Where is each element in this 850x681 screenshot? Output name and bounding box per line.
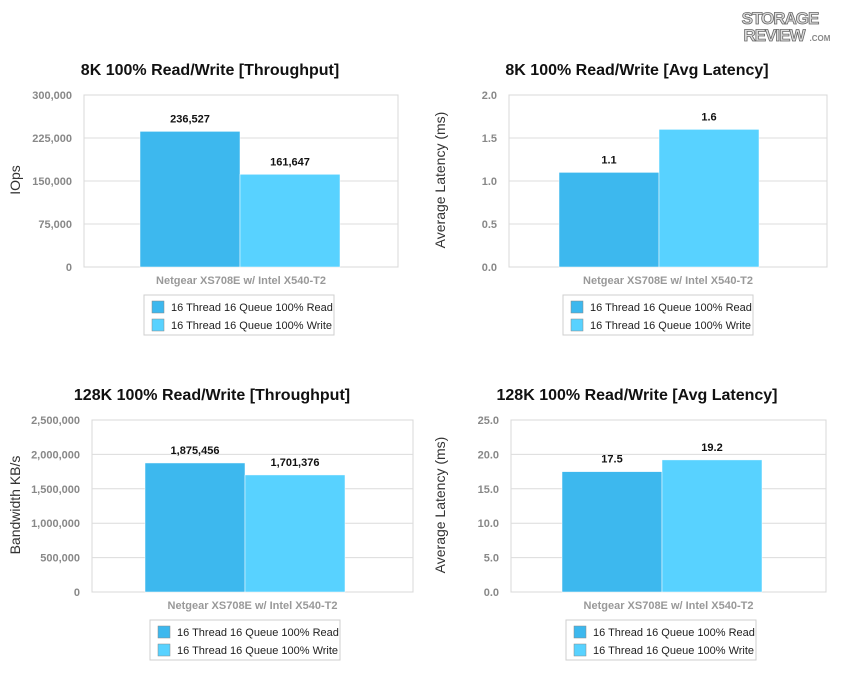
legend-swatch <box>570 318 584 332</box>
y-tick-label: 225,000 <box>32 133 72 145</box>
legend-swatch <box>151 318 165 332</box>
y-axis-label: Bandwidth KB/s <box>7 456 23 555</box>
y-tick-label: 5.0 <box>484 553 499 565</box>
legend-swatch <box>151 300 165 314</box>
y-tick-label: 20.0 <box>478 449 499 461</box>
y-tick-label: 150,000 <box>32 176 72 188</box>
chart-128k-throughput: 128K 100% Read/Write [Throughput] Bandwi… <box>7 387 414 661</box>
data-label: 161,647 <box>270 156 310 168</box>
legend-entry: 16 Thread 16 Queue 100% Write <box>171 320 332 332</box>
y-axis-label: Average Latency (ms) <box>432 437 448 574</box>
legend-swatch <box>570 300 584 314</box>
y-tick-label: 10.0 <box>478 518 499 530</box>
x-category-label: Netgear XS708E w/ Intel X540-T2 <box>583 275 753 287</box>
y-tick-label: 0.5 <box>482 219 497 231</box>
y-tick-label: 2,500,000 <box>31 415 80 427</box>
chart-8k-throughput: 8K 100% Read/Write [Throughput] IOps 0 75… <box>7 62 399 336</box>
data-label: 1,701,376 <box>271 457 320 469</box>
chart-128k-latency: 128K 100% Read/Write [Avg Latency] Avera… <box>432 387 827 661</box>
bar-write <box>244 474 346 593</box>
legend-entry: 16 Thread 16 Queue 100% Read <box>593 627 755 639</box>
y-tick-label: 1,000,000 <box>31 518 80 530</box>
chart-title: 8K 100% Read/Write [Throughput] <box>81 62 339 79</box>
y-tick-label: 0 <box>74 587 80 599</box>
chart-title: 8K 100% Read/Write [Avg Latency] <box>505 62 768 79</box>
data-label: 17.5 <box>601 454 622 466</box>
chart-title: 128K 100% Read/Write [Throughput] <box>74 387 350 404</box>
y-tick-label: 2.0 <box>482 90 497 102</box>
storagereview-logo: STORAGE REVIEW .COM <box>741 9 831 46</box>
data-label: 1,875,456 <box>171 445 220 457</box>
legend-swatch <box>157 625 171 639</box>
x-category-label: Netgear XS708E w/ Intel X540-T2 <box>168 600 338 612</box>
bar-read <box>144 462 246 593</box>
y-tick-label: 1,500,000 <box>31 484 80 496</box>
bar-write <box>239 174 341 268</box>
bar-write <box>661 459 763 593</box>
legend-box <box>143 294 335 336</box>
y-tick-label: 0.0 <box>482 262 497 274</box>
x-category-label: Netgear XS708E w/ Intel X540-T2 <box>156 275 326 287</box>
legend-entry: 16 Thread 16 Queue 100% Write <box>593 645 754 657</box>
data-label: 236,527 <box>170 113 210 125</box>
y-tick-label: 1.0 <box>482 176 497 188</box>
y-tick-label: 2,000,000 <box>31 449 80 461</box>
y-tick-label: 300,000 <box>32 90 72 102</box>
y-axis-label: Average Latency (ms) <box>432 112 448 249</box>
bar-read <box>558 172 660 268</box>
x-category-label: Netgear XS708E w/ Intel X540-T2 <box>584 600 754 612</box>
legend-box <box>565 619 757 661</box>
bar-write <box>658 129 760 268</box>
y-tick-label: 75,000 <box>38 219 72 231</box>
data-label: 1.6 <box>701 111 716 123</box>
y-tick-label: 1.5 <box>482 133 497 145</box>
bar-read <box>561 471 663 593</box>
svg-text:REVIEW: REVIEW <box>743 26 806 45</box>
svg-text:.COM: .COM <box>810 34 831 43</box>
chart-8k-latency: 8K 100% Read/Write [Avg Latency] Average… <box>432 62 828 336</box>
bar-read <box>139 131 241 268</box>
legend-entry: 16 Thread 16 Queue 100% Read <box>177 627 339 639</box>
y-tick-label: 500,000 <box>40 553 80 565</box>
y-tick-label: 0.0 <box>484 587 499 599</box>
y-axis-label: IOps <box>7 165 23 195</box>
legend-box <box>562 294 754 336</box>
chart-title: 128K 100% Read/Write [Avg Latency] <box>497 387 778 404</box>
svg-text:STORAGE: STORAGE <box>742 9 819 28</box>
y-tick-label: 15.0 <box>478 484 499 496</box>
legend-swatch <box>573 625 587 639</box>
legend-swatch <box>573 643 587 657</box>
y-tick-label: 25.0 <box>478 415 499 427</box>
data-label: 1.1 <box>601 154 616 166</box>
legend-swatch <box>157 643 171 657</box>
legend-box <box>149 619 341 661</box>
y-tick-label: 0 <box>66 262 72 274</box>
legend-entry: 16 Thread 16 Queue 100% Write <box>177 645 338 657</box>
data-label: 19.2 <box>701 442 722 454</box>
legend-entry: 16 Thread 16 Queue 100% Write <box>590 320 751 332</box>
legend-entry: 16 Thread 16 Queue 100% Read <box>590 302 752 314</box>
legend-entry: 16 Thread 16 Queue 100% Read <box>171 302 333 314</box>
